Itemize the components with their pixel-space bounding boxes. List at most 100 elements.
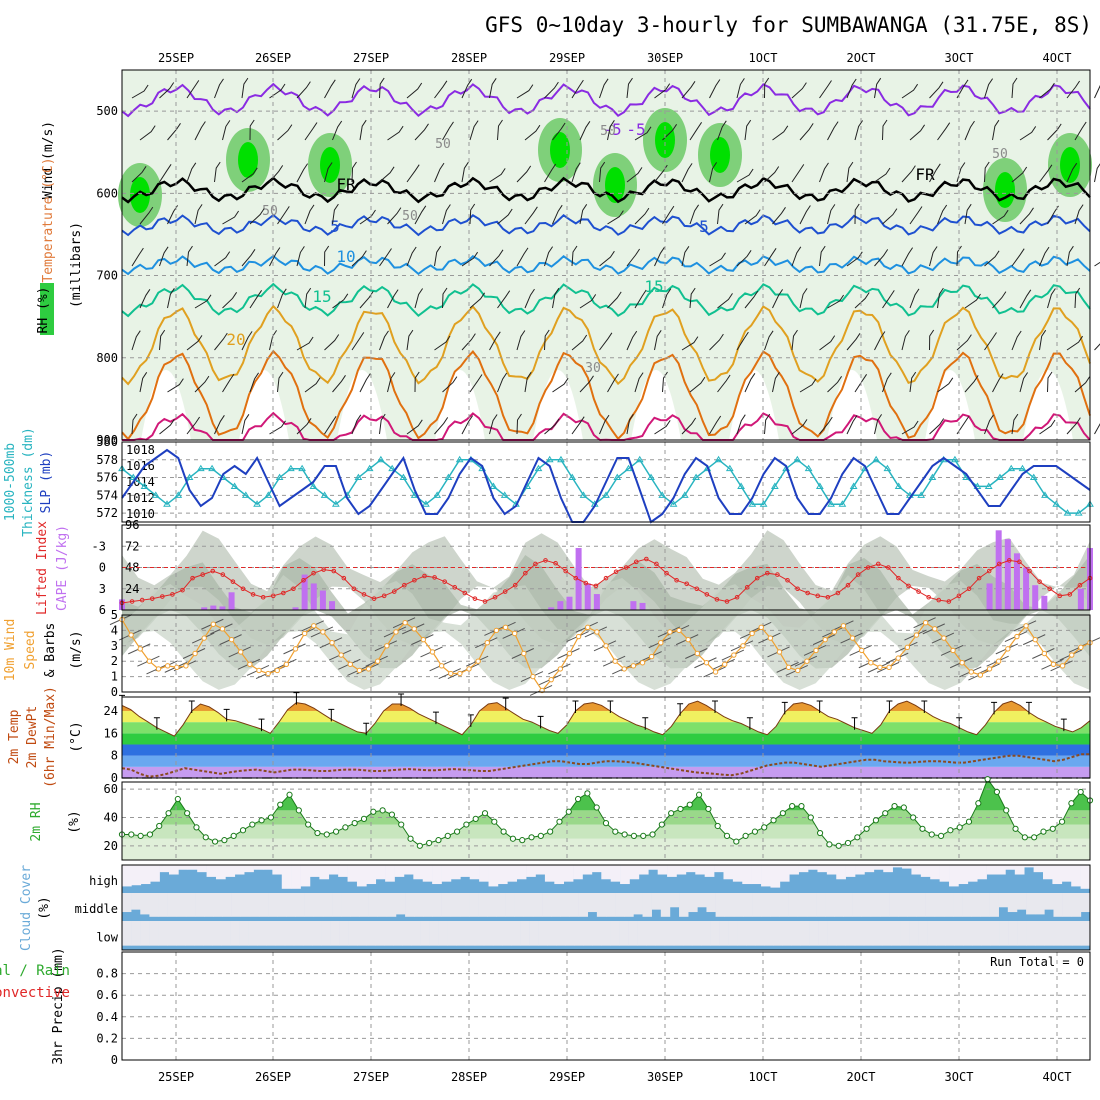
wind-barb bbox=[442, 376, 458, 393]
wind-barb bbox=[964, 293, 981, 309]
cloud-clear-cell bbox=[1008, 921, 1018, 946]
wind-barb bbox=[469, 292, 486, 309]
panel-frame bbox=[121, 864, 1091, 951]
cloud-clear-cell bbox=[971, 893, 981, 917]
thickness-marker bbox=[928, 473, 937, 481]
wind-barb bbox=[736, 168, 754, 183]
cloud-clear-cell bbox=[1044, 893, 1054, 910]
cloud-clear-cell bbox=[272, 865, 283, 875]
wind-barb bbox=[1019, 289, 1032, 309]
wind-barb bbox=[1074, 287, 1081, 309]
wind-tick-label: 4 bbox=[111, 623, 118, 637]
thickness-marker bbox=[185, 473, 194, 481]
rh-marker bbox=[798, 803, 805, 810]
cloud-clear-cell bbox=[954, 921, 964, 946]
cloud-clear-cell bbox=[411, 921, 421, 946]
rh-marker bbox=[882, 810, 889, 817]
cloud-clear-cell bbox=[150, 865, 160, 882]
wind-barb bbox=[607, 291, 622, 309]
lifted-marker bbox=[512, 582, 518, 588]
rh-marker bbox=[919, 825, 926, 832]
wind10-label-4: (m/s) bbox=[69, 630, 84, 669]
wind-speed-marker bbox=[840, 623, 847, 629]
isotherm-line bbox=[121, 82, 1091, 118]
cloud-clear-cell bbox=[710, 921, 720, 946]
wind-barb bbox=[461, 161, 469, 183]
bottom-date-label: 30SEP bbox=[647, 1070, 683, 1084]
isotherm-label: 15 bbox=[644, 277, 663, 296]
thickness-marker bbox=[331, 500, 340, 507]
wind-barb bbox=[186, 416, 201, 435]
wind-barb bbox=[799, 205, 811, 225]
wind-barb bbox=[186, 80, 200, 99]
wind-barb bbox=[1011, 248, 1025, 267]
wind-speed-marker bbox=[557, 666, 564, 672]
wind-barb bbox=[819, 416, 833, 435]
cloud-clear-cell bbox=[185, 921, 195, 946]
rh-marker bbox=[947, 827, 954, 834]
wind-barb bbox=[607, 120, 615, 141]
rh-marker bbox=[751, 828, 759, 835]
slp-tick-label: 1010 bbox=[126, 507, 155, 521]
wind-speed-marker bbox=[795, 667, 801, 674]
cloud-clear-cell bbox=[488, 865, 499, 887]
temp-tick-label: 16 bbox=[104, 726, 118, 740]
wind-barb bbox=[269, 165, 284, 183]
rh-marker bbox=[230, 832, 237, 839]
cloud-clear-cell bbox=[385, 865, 395, 882]
lifted-marker bbox=[200, 572, 205, 577]
wind-barb bbox=[461, 78, 473, 99]
cloud-clear-cell bbox=[845, 921, 856, 946]
wind-barb bbox=[736, 414, 746, 435]
rh-marker bbox=[407, 835, 414, 842]
wind-barb bbox=[544, 246, 554, 267]
wind-barb bbox=[827, 204, 836, 225]
cloud-clear-cell bbox=[591, 865, 602, 873]
temp-minmax-bar bbox=[363, 722, 370, 736]
wind-barb bbox=[461, 415, 474, 435]
cloud-clear-cell bbox=[239, 921, 249, 946]
thickness-marker bbox=[455, 455, 464, 463]
rh-marker bbox=[742, 832, 749, 839]
wind-barb bbox=[709, 79, 721, 99]
cloud-clear-cell bbox=[1061, 865, 1072, 882]
wind-barb bbox=[791, 164, 805, 183]
rh-marker bbox=[491, 818, 498, 825]
thickness-marker bbox=[692, 473, 700, 481]
cloud-clear-cell bbox=[300, 865, 311, 887]
cloud-clear-cell bbox=[348, 921, 358, 946]
lifted-marker bbox=[422, 573, 427, 579]
rh-marker bbox=[826, 841, 833, 848]
cloud-clear-cell bbox=[827, 921, 837, 946]
cloud-clear-cell bbox=[368, 893, 378, 917]
cloud-clear-cell bbox=[178, 865, 189, 870]
wind-barb bbox=[819, 245, 826, 267]
temp-minmax-bar bbox=[642, 717, 649, 730]
temp-minmax-bar bbox=[607, 700, 614, 713]
wind-speed-marker bbox=[849, 635, 856, 641]
rh-very-high-blob bbox=[1060, 147, 1080, 183]
cloud-clear-cell bbox=[742, 865, 752, 885]
thickness-axis-label-1: 1000-500mb bbox=[3, 443, 18, 521]
cloud-clear-cell bbox=[610, 921, 620, 946]
thickness-marker bbox=[1052, 500, 1061, 507]
wind-barb bbox=[1039, 329, 1047, 351]
cloud-clear-cell bbox=[761, 865, 771, 887]
wind-speed-marker bbox=[338, 652, 344, 658]
rh-marker bbox=[872, 817, 880, 824]
wind-barb bbox=[607, 373, 619, 393]
wind-barb bbox=[304, 377, 321, 393]
cloud-clear-cell bbox=[723, 865, 734, 880]
rh-marker bbox=[463, 821, 470, 828]
rh-marker bbox=[267, 814, 275, 821]
wind-speed-marker bbox=[283, 661, 290, 667]
wind-speed-marker bbox=[731, 652, 737, 658]
wind-barb bbox=[964, 375, 979, 393]
wind-barb bbox=[634, 126, 652, 141]
wind-barb bbox=[139, 206, 154, 225]
wind-speed-marker bbox=[968, 669, 974, 675]
cloud-clear-cell bbox=[930, 865, 940, 880]
lifted-marker bbox=[754, 575, 760, 581]
cloud-clear-cell bbox=[393, 921, 403, 946]
